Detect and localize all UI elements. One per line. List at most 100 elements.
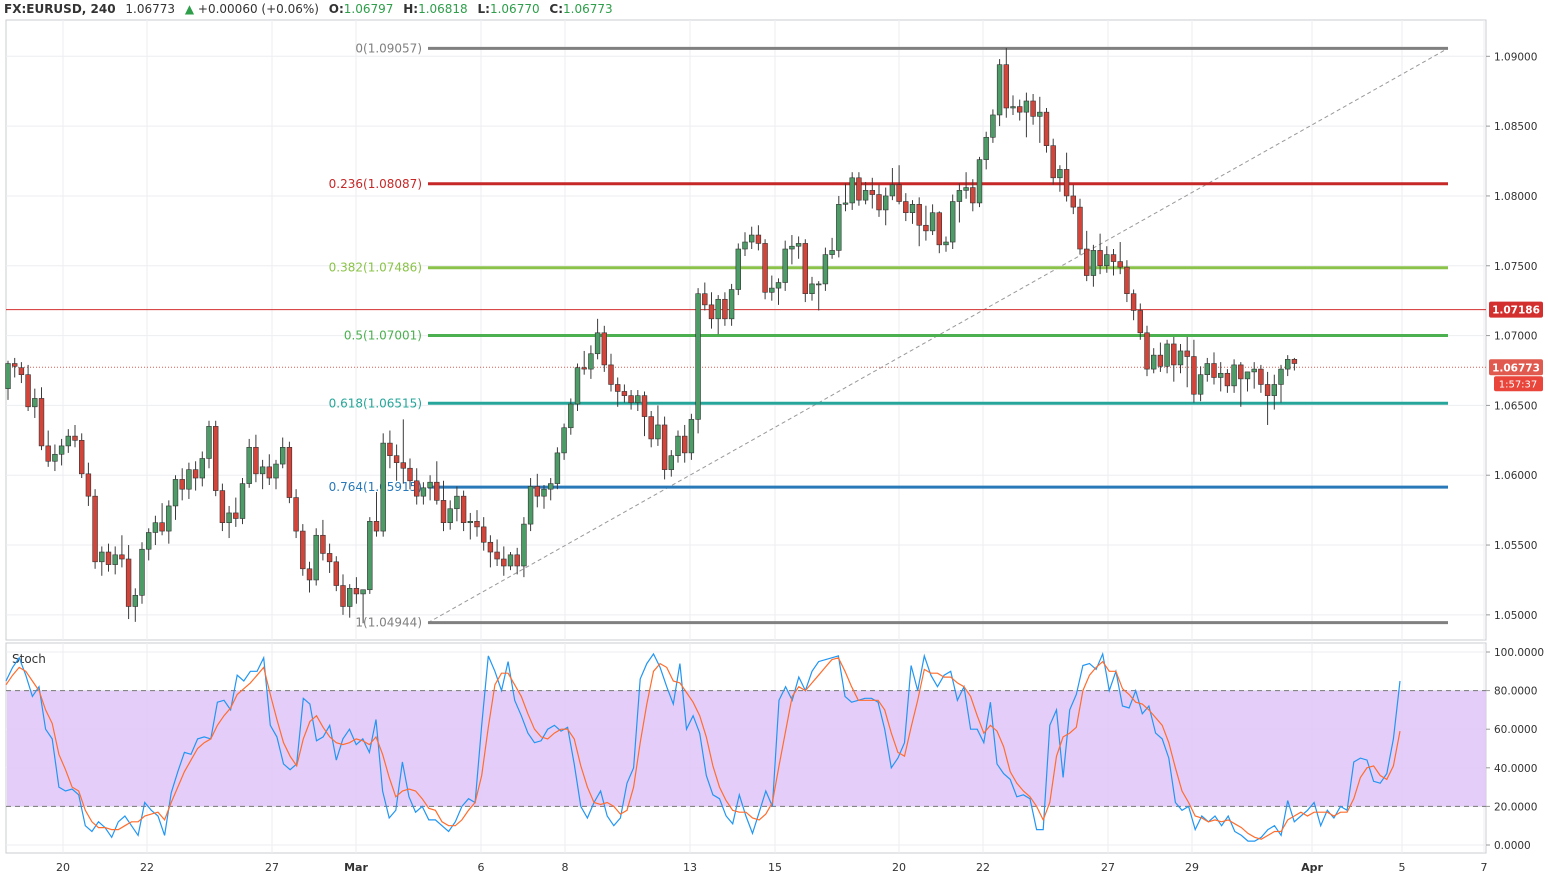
price-tick-label: 1.05000 <box>1494 610 1537 622</box>
price-tick-label: 1.08000 <box>1494 191 1537 203</box>
candle-body <box>782 248 788 283</box>
candle-body <box>1050 145 1056 179</box>
price-tick-label: 1.05500 <box>1494 540 1537 552</box>
candle-body <box>380 442 386 532</box>
candle-body <box>373 521 380 532</box>
price-tick-label: 1.08500 <box>1494 121 1537 133</box>
symbol-legend: FX:EURUSD, 240 1.06773 ▲ +0.00060 (+0.06… <box>0 0 1548 20</box>
candle-body <box>594 332 601 355</box>
fib-level-label: 0.5(1.07001) <box>344 328 422 342</box>
candle-body <box>1204 363 1211 375</box>
candle-body <box>306 568 313 581</box>
candle-body <box>815 283 822 286</box>
candle-body <box>407 467 413 482</box>
candle-body <box>963 187 969 191</box>
time-tick-label: 20 <box>892 861 906 874</box>
candle-body <box>460 495 467 524</box>
candle-body <box>266 466 272 479</box>
candle-body <box>1218 372 1224 378</box>
time-tick-label: 5 <box>1399 861 1406 874</box>
price-tick-label: 1.09000 <box>1494 51 1537 63</box>
candle-body <box>1124 266 1130 294</box>
candle-body <box>541 488 547 497</box>
candle-body <box>1177 350 1184 366</box>
candle-body <box>105 551 112 565</box>
fib-level-label: 0.382(1.07486) <box>329 261 422 275</box>
candle-body <box>527 486 534 525</box>
candle-body <box>293 497 299 532</box>
candle-body <box>514 554 520 567</box>
candle-body <box>996 64 1003 116</box>
candle-body <box>92 495 98 563</box>
candle-body <box>246 446 252 484</box>
candle-body <box>608 364 614 385</box>
candle-body <box>601 332 608 366</box>
candle-body <box>722 298 728 320</box>
fib-level-label: 0.764(1.05915) <box>329 480 422 494</box>
high-value: 1.06818 <box>418 2 468 16</box>
candle-body <box>755 234 762 244</box>
stoch-tick-label: 0.0000 <box>1494 840 1531 852</box>
candle-body <box>199 458 205 479</box>
candle-body <box>742 241 748 250</box>
candle-body <box>1251 368 1257 373</box>
candle-body <box>1057 169 1063 179</box>
candle-body <box>219 490 226 524</box>
stoch-tick-label: 100.0000 <box>1494 647 1544 659</box>
open-label: O: <box>328 2 344 16</box>
candle-body <box>139 548 145 596</box>
candle-body <box>1063 169 1070 197</box>
candle-body <box>99 551 105 563</box>
candle-body <box>159 522 165 532</box>
candle-body <box>253 446 259 475</box>
candle-body <box>802 243 809 294</box>
candle-body <box>1191 356 1197 395</box>
candle-body <box>1231 364 1237 387</box>
price-pane-frame <box>5 19 1487 641</box>
candle-body <box>132 595 138 607</box>
time-tick-label: 8 <box>562 861 569 874</box>
candle-body <box>521 523 527 567</box>
candle-body <box>18 367 25 375</box>
symbol-label[interactable]: FX:EURUSD, 240 <box>4 2 116 16</box>
candle-body <box>715 298 721 320</box>
candle-body <box>956 190 963 202</box>
high-label: H: <box>403 2 419 16</box>
candle-body <box>420 487 427 497</box>
candle-body <box>233 512 239 519</box>
stochastic-pane[interactable]: Stoch <box>5 651 1486 842</box>
candle-body <box>273 463 279 479</box>
candle-body <box>172 479 179 507</box>
candle-body <box>320 534 326 554</box>
candle-body <box>675 435 681 456</box>
candle-body <box>440 500 447 524</box>
candle-body <box>628 395 634 403</box>
candle-body <box>648 416 654 440</box>
candle-body <box>568 403 574 429</box>
candle-body <box>909 204 916 214</box>
countdown-label: 1:57:37 <box>1499 379 1538 390</box>
price-pane[interactable]: 0(1.09057) 0.236(1.08087) 0.382(1.07486) 0.… <box>5 41 1486 630</box>
candle-body <box>1023 100 1030 113</box>
candle-body <box>38 398 45 447</box>
candle-body <box>1030 100 1036 117</box>
stoch-tick-label: 60.0000 <box>1494 724 1537 736</box>
close-label: C: <box>549 2 564 16</box>
time-tick-label: Mar <box>344 861 368 874</box>
low-value: 1.06770 <box>489 2 540 16</box>
candle-body <box>507 554 514 567</box>
candle-body <box>1271 384 1278 396</box>
candle-body <box>769 287 775 293</box>
candle-body <box>822 254 829 285</box>
candle-body <box>340 585 346 607</box>
candle-body <box>360 589 366 595</box>
candle-body <box>1090 250 1097 276</box>
candle-body <box>748 234 755 243</box>
time-tick-label: 15 <box>768 861 782 874</box>
time-tick-label: 27 <box>1101 861 1115 874</box>
candle-body <box>1157 354 1164 367</box>
candle-body <box>367 521 373 591</box>
fib-level-label: 0.236(1.08087) <box>329 177 422 191</box>
candle-body <box>1043 111 1050 146</box>
